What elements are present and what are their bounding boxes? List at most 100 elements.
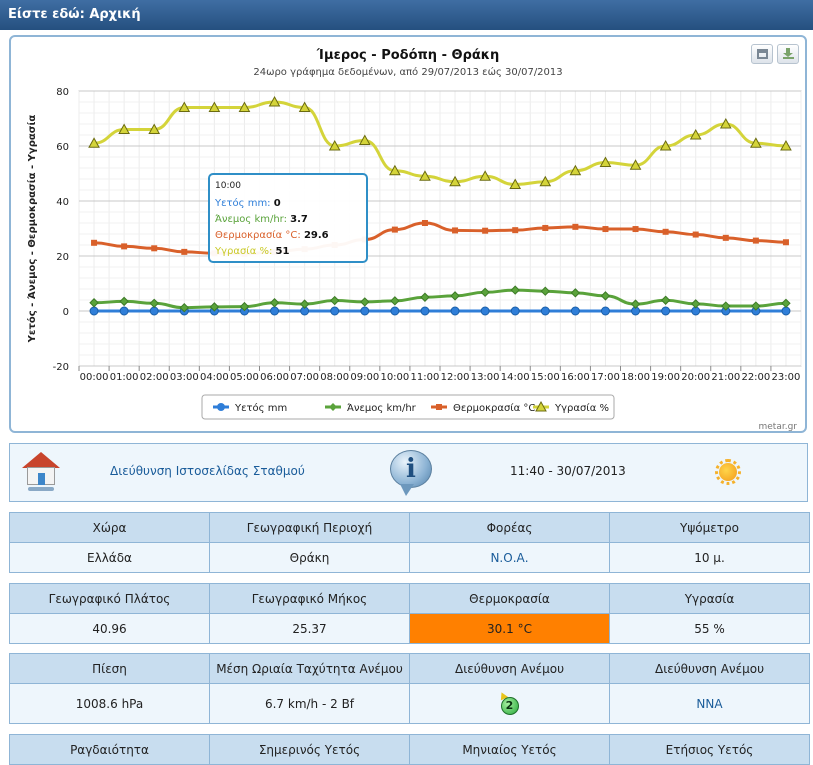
data-point-0 <box>330 306 340 316</box>
y-tick-label: 80 <box>56 87 69 98</box>
data-point-1 <box>330 295 340 306</box>
sun-icon <box>715 459 741 485</box>
data-point-3 <box>358 134 371 145</box>
x-tick-label: 01:00 <box>110 372 139 383</box>
data-point-3 <box>88 137 100 148</box>
station-table-location: Χώρα Γεωγραφική Περιοχή Φορέας Υψόμετρο … <box>9 512 810 573</box>
station-website-link[interactable]: Διεύθυνση Ιστοσελίδας Σταθμού <box>110 464 305 478</box>
data-point-2 <box>91 239 98 246</box>
x-tick-label: 09:00 <box>350 372 379 383</box>
data-point-2 <box>421 220 428 226</box>
x-tick-label: 22:00 <box>741 372 770 383</box>
header-region: Γεωγραφική Περιοχή <box>209 512 410 543</box>
wind-direction-link[interactable]: ΝΝΑ <box>696 696 723 711</box>
value-longitude: 25.37 <box>209 613 410 644</box>
data-point-1 <box>179 302 189 313</box>
data-point-1 <box>600 291 611 301</box>
x-tick-label: 10:00 <box>380 372 409 383</box>
data-point-2 <box>662 228 669 235</box>
data-point-1 <box>691 299 701 309</box>
header-pressure: Πίεση <box>9 653 210 684</box>
station-table-wind: Πίεση Μέση Ωριαία Ταχύτητα Ανέμου Διεύθυ… <box>9 653 810 724</box>
data-point-0 <box>600 306 610 316</box>
x-tick-label: 23:00 <box>772 372 801 383</box>
value-wind-direction[interactable]: ΝΝΑ <box>609 683 810 724</box>
data-point-3 <box>148 123 161 134</box>
data-point-0 <box>270 306 280 316</box>
x-tick-label: 11:00 <box>411 372 440 383</box>
data-point-1 <box>360 297 370 307</box>
weather-chart: -20 0 20 40 60 80 00:00 01:00 02:00 03:00 04:00 05:… <box>26 48 802 431</box>
header-altitude: Υψόμετρο <box>609 512 810 543</box>
legend-label: Υετός mm <box>234 402 287 414</box>
legend-marker <box>329 403 337 411</box>
data-point-1 <box>209 302 220 312</box>
data-point-0 <box>570 306 580 316</box>
data-point-2 <box>752 237 759 244</box>
data-point-2 <box>602 226 609 233</box>
tooltip-time: 10:00 <box>215 181 241 191</box>
value-pressure: 1008.6 hPa <box>9 683 210 724</box>
x-tick-label: 14:00 <box>501 372 530 383</box>
data-point-2 <box>151 245 158 252</box>
data-point-3 <box>479 170 491 181</box>
header-rain-rate: Ραγδαιότητα <box>9 734 210 765</box>
data-point-0 <box>390 306 400 316</box>
data-point-3 <box>118 123 130 134</box>
chart-panel: -20 0 20 40 60 80 00:00 01:00 02:00 03:00 04:00 05:… <box>9 35 807 433</box>
value-altitude: 10 μ. <box>609 542 810 573</box>
x-tick-label: 00:00 <box>80 372 109 383</box>
header-operator: Φορέας <box>409 512 610 543</box>
data-point-1 <box>420 292 430 302</box>
data-point-1 <box>751 301 761 311</box>
header-wind-direction-icon: Διεύθυνση Ανέμου <box>409 653 610 684</box>
wind-direction-icon: 2 <box>497 690 521 716</box>
data-point-3 <box>449 175 461 187</box>
header-yearly-rain: Ετήσιος Υετός <box>609 734 810 765</box>
data-point-3 <box>780 139 792 151</box>
data-point-2 <box>391 226 398 233</box>
data-point-3 <box>509 178 522 189</box>
data-point-3 <box>569 164 582 176</box>
x-tick-label: 03:00 <box>170 372 199 383</box>
data-point-1 <box>480 287 490 298</box>
data-point-3 <box>208 101 221 112</box>
header-monthly-rain: Μηνιαίος Υετός <box>409 734 610 765</box>
station-datetime: 11:40 - 30/07/2013 <box>510 464 626 478</box>
data-point-1 <box>299 299 310 309</box>
y-tick-label: 0 <box>63 307 69 318</box>
data-point-1 <box>630 299 641 309</box>
data-point-0 <box>89 306 99 316</box>
data-point-1 <box>149 298 159 309</box>
legend-label: Άνεμος km/hr <box>347 402 417 414</box>
print-chart-button[interactable] <box>751 44 773 64</box>
download-chart-button[interactable] <box>777 44 799 64</box>
data-point-2 <box>782 239 789 246</box>
data-point-1 <box>269 298 280 308</box>
data-point-1 <box>239 301 250 312</box>
data-point-2 <box>542 224 549 231</box>
value-humidity: 55 % <box>609 613 810 644</box>
home-network-icon <box>20 450 62 496</box>
header-country: Χώρα <box>9 512 210 543</box>
value-operator[interactable]: Ν.Ο.Α. <box>409 542 610 573</box>
header-longitude: Γεωγραφικό Μήκος <box>209 583 410 614</box>
data-point-2 <box>632 226 639 233</box>
value-temperature: 30.1 °C <box>409 613 610 644</box>
tooltip-row: Άνεμος km/hr: 3.7 <box>215 213 308 225</box>
data-point-1 <box>119 296 129 307</box>
info-icon[interactable]: i <box>388 448 436 498</box>
x-tick-label: 05:00 <box>230 372 259 383</box>
data-point-2 <box>181 248 188 255</box>
data-point-0 <box>510 306 520 316</box>
header-wind-direction: Διεύθυνση Ανέμου <box>609 653 810 684</box>
data-point-3 <box>689 128 702 140</box>
legend-marker <box>217 403 225 411</box>
operator-link[interactable]: Ν.Ο.Α. <box>490 550 529 565</box>
x-tick-label: 13:00 <box>471 372 500 383</box>
tooltip-box <box>208 173 368 263</box>
data-point-2 <box>572 223 579 230</box>
breadcrumb: Είστε εδώ: Αρχική <box>8 7 141 22</box>
data-point-2 <box>482 227 489 234</box>
x-tick-label: 20:00 <box>681 372 710 383</box>
